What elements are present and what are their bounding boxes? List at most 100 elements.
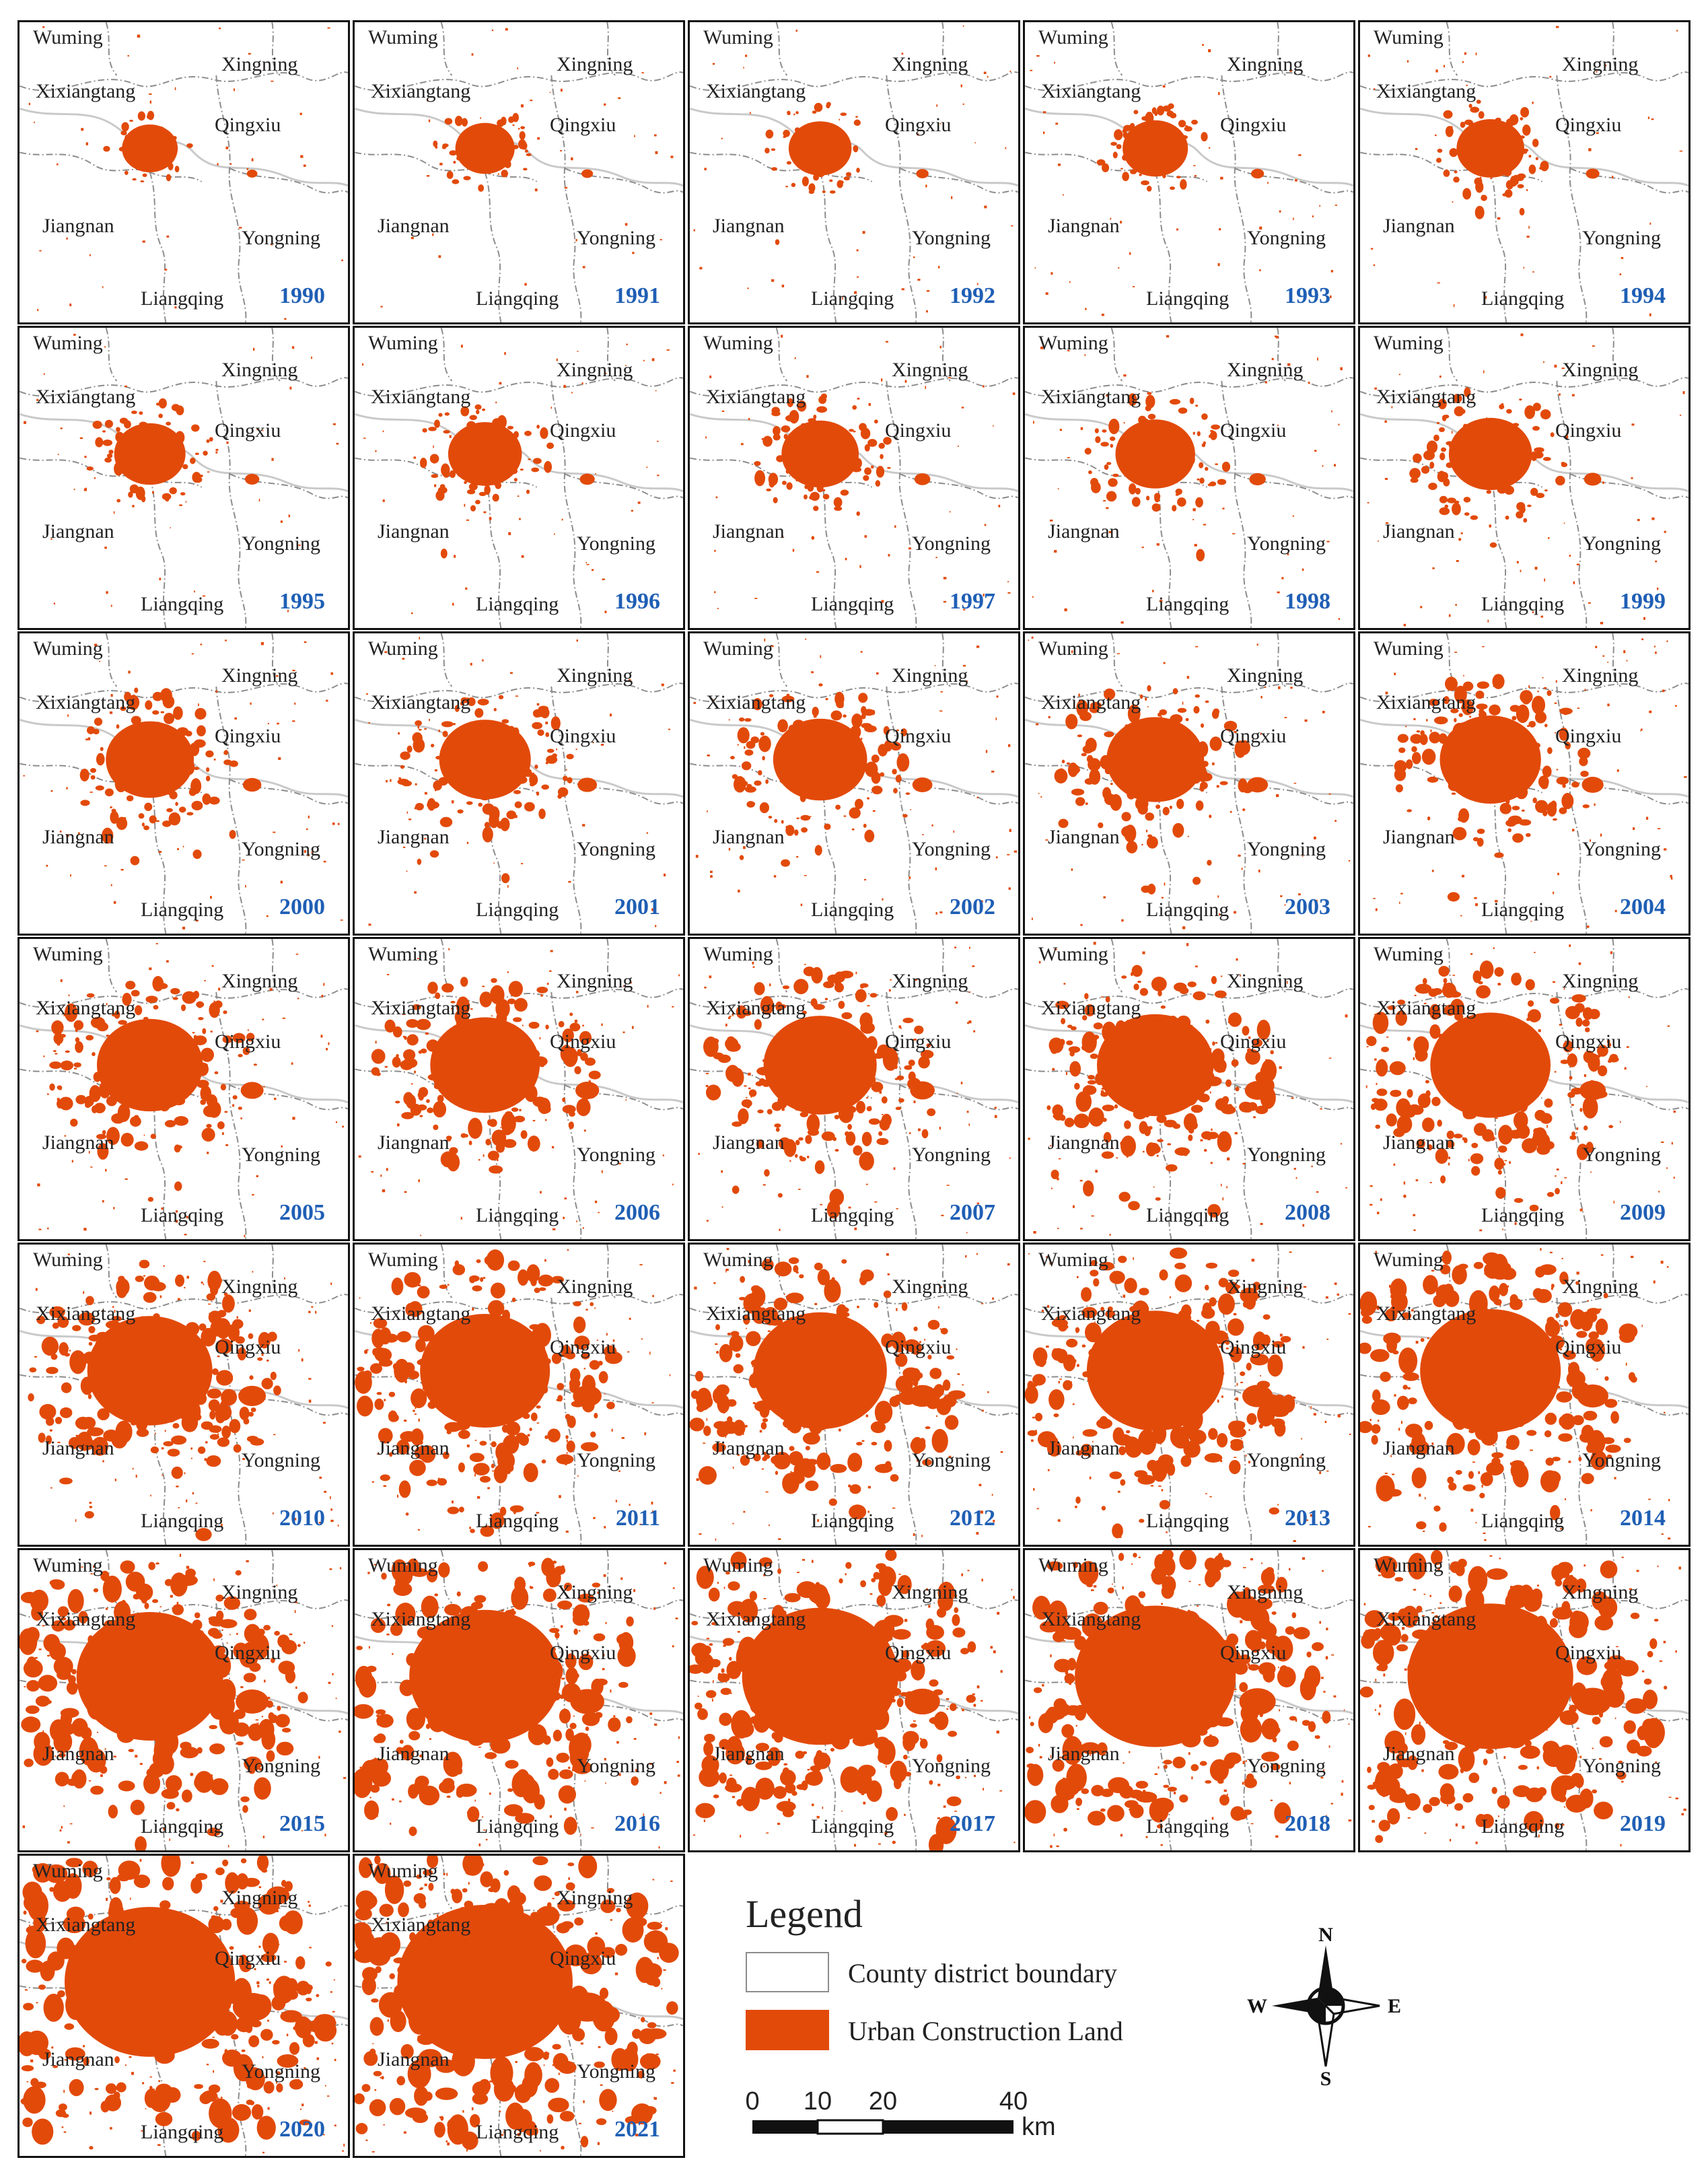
map-panel: Wuming Xingning Xixiangtang Qingxiu Jiangnan…: [1023, 631, 1355, 936]
district-label: Xixiangtang: [1041, 1608, 1141, 1630]
district-label: Xixiangtang: [1376, 691, 1476, 713]
district-label: Xingning: [1227, 664, 1304, 687]
district-label: Qingxiu: [550, 725, 616, 747]
district-label: Liangqing: [811, 287, 894, 310]
district-label: Xixiangtang: [706, 386, 806, 408]
district-label: Xixiangtang: [1041, 80, 1141, 102]
map-panel: Wuming Xingning Xixiangtang Qingxiu Jiangnan…: [1358, 937, 1691, 1241]
district-boundary: [550, 1603, 582, 1850]
year-label: 2001: [614, 895, 660, 919]
district-label: Xixiangtang: [371, 1914, 471, 1936]
district-boundary: [1154, 172, 1172, 322]
urban-core: [114, 423, 186, 485]
district-label: Qingxiu: [215, 1336, 281, 1358]
district-label: Liangqing: [811, 899, 894, 921]
district-boundary: [1489, 1394, 1507, 1545]
district-boundary: [1110, 22, 1123, 76]
district-boundary: [1025, 151, 1208, 182]
district-label: Jiangnan: [1048, 1437, 1120, 1459]
district-label: Liangqing: [1481, 287, 1565, 310]
river-line: [20, 413, 348, 493]
year-label: 2000: [279, 895, 325, 919]
district-label: Wuming: [1374, 943, 1444, 965]
district-boundary: [606, 328, 616, 382]
district-boundary: [355, 1905, 683, 1925]
district-boundary: [886, 380, 917, 628]
district-boundary: [1154, 1394, 1172, 1545]
district-label: Xixiangtang: [36, 80, 136, 102]
compass-w: W: [1247, 1995, 1267, 2017]
district-label: Qingxiu: [215, 114, 281, 136]
district-boundary: [1446, 22, 1458, 76]
district-label: Yongning: [577, 2060, 655, 2083]
district-boundary: [1221, 991, 1252, 1239]
district-boundary: [1277, 939, 1286, 993]
map-panel: Wuming Xingning Xixiangtang Qingxiu Jiangnan…: [1023, 1548, 1355, 1852]
district-boundary: [440, 328, 453, 382]
urban-core: [773, 718, 867, 801]
district-boundary: [606, 633, 616, 687]
district-boundary: [215, 991, 247, 1239]
district-boundary: [1612, 939, 1621, 993]
year-label: 2007: [950, 1200, 995, 1225]
district-label: Jiangnan: [1048, 215, 1120, 237]
district-map: [1360, 328, 1688, 628]
district-map: [1360, 22, 1688, 322]
district-label: Qingxiu: [885, 1336, 952, 1358]
district-boundary: [440, 22, 453, 76]
district-label: Liangqing: [1481, 1204, 1565, 1226]
district-boundary: [819, 172, 837, 322]
district-label: Liangqing: [476, 593, 559, 615]
district-boundary: [215, 380, 247, 628]
scale-tick-20: 20: [869, 2087, 897, 2116]
district-boundary: [1360, 1599, 1688, 1619]
district-boundary: [20, 683, 348, 703]
urban-core: [1439, 715, 1541, 804]
district-boundary: [1025, 1294, 1353, 1314]
year-label: 1995: [279, 589, 325, 614]
district-label: Jiangnan: [378, 1131, 450, 1154]
district-label: Qingxiu: [215, 1947, 281, 1969]
district-label: Xixiangtang: [1376, 80, 1476, 102]
district-label: Wuming: [703, 1554, 773, 1576]
district-boundary: [1360, 1294, 1688, 1314]
district-label: Xingning: [221, 970, 298, 992]
district-label: Yongning: [242, 532, 320, 555]
district-label: Xingning: [892, 53, 968, 75]
year-label: 1990: [279, 283, 325, 308]
district-boundary: [1489, 1088, 1507, 1239]
district-label: Jiangnan: [42, 1743, 114, 1765]
district-label: Yongning: [242, 838, 320, 860]
district-boundary: [775, 1550, 788, 1604]
map-panel: Wuming Xingning Xixiangtang Qingxiu Jiangnan…: [1023, 937, 1355, 1241]
district-label: Jiangnan: [42, 826, 114, 848]
district-label: Xixiangtang: [371, 1302, 471, 1325]
district-label: Wuming: [368, 1554, 438, 1576]
urban-core: [448, 422, 522, 486]
district-label: Wuming: [33, 1249, 103, 1271]
district-label: Xixiangtang: [1376, 386, 1476, 408]
district-label: Yongning: [1247, 227, 1326, 249]
district-boundary: [550, 1297, 582, 1545]
district-boundary: [941, 1245, 951, 1298]
district-boundary: [105, 633, 118, 687]
district-label: Xixiangtang: [36, 386, 136, 408]
district-boundary: [1154, 477, 1172, 628]
district-label: Liangqing: [476, 899, 559, 921]
district-map: [1025, 633, 1353, 934]
district-label: Qingxiu: [550, 114, 616, 136]
map-panel: Wuming Xingning Xixiangtang Qingxiu Jiangnan…: [688, 1548, 1020, 1852]
district-label: Xixiangtang: [36, 1608, 136, 1630]
legend-urban-label: Urban Construction Land: [848, 2016, 1123, 2046]
district-boundary: [690, 457, 873, 488]
scale-tick-40: 40: [999, 2087, 1028, 2116]
year-label: 1998: [1285, 589, 1330, 614]
district-boundary: [1277, 633, 1286, 687]
district-label: Jiangnan: [1048, 826, 1120, 848]
district-boundary: [355, 71, 683, 92]
district-label: Xixiangtang: [36, 1914, 136, 1936]
district-label: Qingxiu: [1220, 114, 1287, 136]
district-label: Yongning: [242, 227, 320, 249]
district-label: Yongning: [912, 532, 991, 555]
